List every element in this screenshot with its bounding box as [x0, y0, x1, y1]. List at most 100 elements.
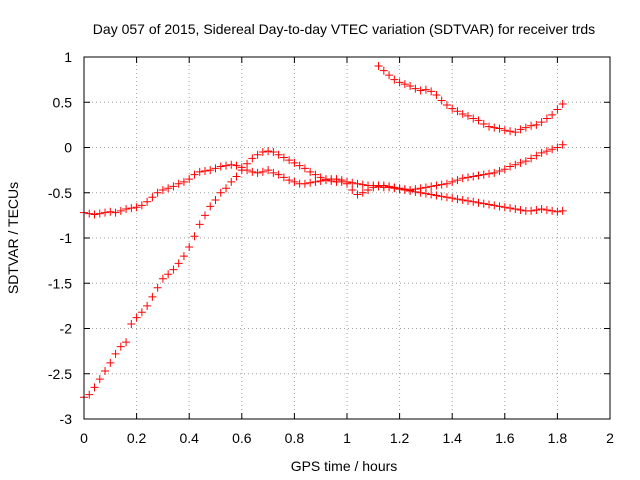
data-point [248, 167, 257, 176]
data-point [421, 85, 430, 94]
data-point [243, 159, 252, 168]
data-point [474, 198, 483, 207]
data-point [101, 208, 110, 217]
data-point [143, 197, 152, 206]
data-point [195, 167, 204, 176]
data-point [95, 209, 104, 218]
data-point [279, 173, 288, 182]
data-point [348, 178, 357, 187]
data-point [258, 148, 267, 157]
data-point [485, 169, 494, 178]
data-point [511, 205, 520, 214]
data-point [458, 174, 467, 183]
data-point [442, 179, 451, 188]
data-point [516, 125, 525, 134]
data-point [548, 206, 557, 215]
data-point [174, 179, 183, 188]
data-point [143, 301, 152, 310]
data-point [290, 158, 299, 167]
data-point [421, 189, 430, 198]
data-point [516, 205, 525, 214]
x-tick-label: 1.4 [442, 430, 462, 446]
data-point [437, 192, 446, 201]
data-series-2 [80, 147, 567, 402]
data-point [232, 172, 241, 181]
data-point [122, 205, 131, 214]
data-point [385, 183, 394, 192]
data-point [158, 274, 167, 283]
data-point [558, 206, 567, 215]
data-point [495, 202, 504, 211]
data-point [500, 126, 509, 135]
grid-lines [84, 57, 610, 419]
y-axis-label: SDTVAR / TECUs [5, 182, 21, 294]
data-point [206, 166, 215, 175]
data-point [379, 66, 388, 75]
data-point [358, 188, 367, 197]
data-point [227, 177, 236, 186]
data-point [211, 195, 220, 204]
data-point [448, 104, 457, 113]
x-tick-label: 1.8 [548, 430, 568, 446]
x-tick-label: 1.2 [390, 430, 410, 446]
y-tick-label: 1 [64, 49, 72, 65]
data-point [463, 111, 472, 120]
x-tick-label: 0.6 [232, 430, 252, 446]
data-point [427, 190, 436, 199]
data-point [111, 349, 120, 358]
data-point [101, 367, 110, 376]
data-point [390, 184, 399, 193]
y-tick-label: -3 [60, 411, 73, 427]
data-point [258, 167, 267, 176]
data-point [532, 205, 541, 214]
data-point [442, 193, 451, 202]
data-point [132, 203, 141, 212]
data-point [190, 170, 199, 179]
data-point [485, 122, 494, 131]
chart-title: Day 057 of 2015, Sidereal Day-to-day VTE… [93, 21, 595, 37]
data-point [274, 170, 283, 179]
data-point [374, 62, 383, 71]
data-point [411, 187, 420, 196]
x-tick-label: 2 [606, 430, 614, 446]
y-tick-label: -2 [60, 321, 73, 337]
data-point [148, 193, 157, 202]
data-point [358, 180, 367, 189]
data-point [537, 205, 546, 214]
data-point [185, 175, 194, 184]
data-point [106, 207, 115, 216]
data-point [521, 157, 530, 166]
data-point [537, 148, 546, 157]
data-point [432, 191, 441, 200]
data-point [495, 124, 504, 133]
data-point [527, 206, 536, 215]
data-point [553, 143, 562, 152]
data-point [264, 166, 273, 175]
data-point [479, 119, 488, 128]
data-point [216, 162, 225, 171]
data-point [542, 114, 551, 123]
y-tick-label: -1.5 [48, 275, 72, 291]
data-point [90, 383, 99, 392]
data-point [353, 190, 362, 199]
data-point [448, 194, 457, 203]
y-tick-label: -2.5 [48, 366, 72, 382]
data-point [285, 156, 294, 165]
x-tick-label: 1.6 [495, 430, 515, 446]
data-point [490, 123, 499, 132]
data-point [548, 145, 557, 154]
data-point [85, 209, 94, 218]
data-point [343, 177, 351, 186]
y-tick-labels: -3 -2.5 -2 -1.5 -1 -0.5 0 0.5 1 [48, 49, 72, 427]
data-point [353, 179, 362, 188]
data-point [385, 71, 394, 80]
data-point [416, 86, 425, 95]
data-point [437, 96, 446, 105]
data-point [553, 207, 562, 216]
data-point [274, 150, 283, 159]
data-point [190, 232, 199, 241]
data-point [374, 182, 383, 191]
data-point [174, 259, 183, 268]
data-point [527, 121, 536, 130]
data-point [463, 173, 472, 182]
